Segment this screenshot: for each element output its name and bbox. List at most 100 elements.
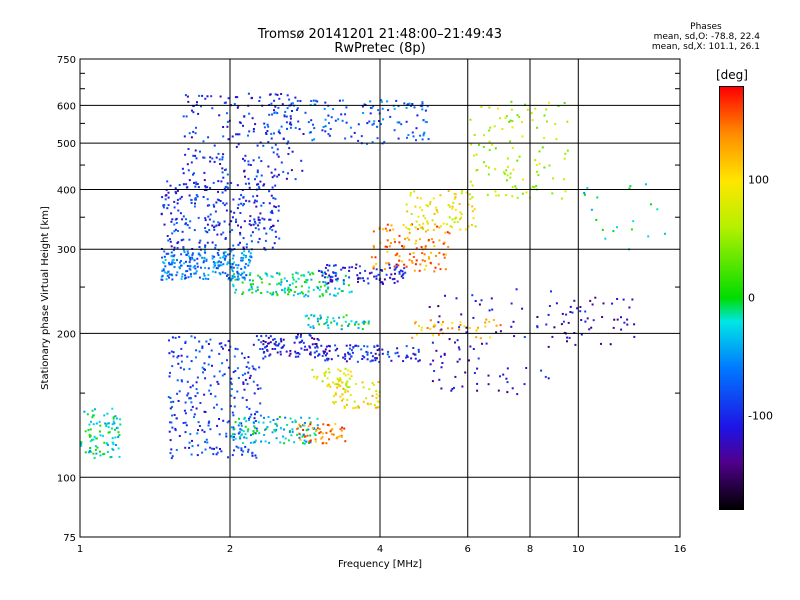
data-point — [271, 431, 274, 434]
data-point — [438, 315, 441, 318]
data-point — [369, 100, 372, 103]
data-point — [375, 277, 378, 280]
data-point — [242, 246, 245, 249]
data-point — [111, 407, 114, 410]
data-point — [304, 111, 307, 114]
data-point — [193, 229, 196, 232]
data-point — [230, 383, 233, 386]
data-point — [202, 261, 205, 264]
data-point — [513, 335, 516, 338]
data-point — [256, 183, 258, 186]
data-point — [505, 115, 508, 118]
data-point — [193, 205, 196, 208]
data-point — [374, 256, 377, 259]
data-point — [112, 443, 115, 446]
data-point — [333, 402, 336, 405]
data-point — [448, 216, 451, 219]
data-point — [276, 93, 279, 96]
data-point — [167, 252, 170, 255]
data-point — [472, 316, 475, 319]
data-point — [297, 355, 300, 358]
data-point — [191, 258, 194, 261]
data-point — [261, 217, 264, 220]
data-point — [312, 327, 315, 329]
data-point — [180, 379, 183, 382]
data-point — [186, 163, 189, 166]
data-point — [190, 199, 193, 201]
data-point — [381, 282, 384, 285]
data-point — [301, 169, 304, 172]
data-point — [458, 203, 461, 205]
data-point — [276, 112, 279, 115]
data-point — [433, 245, 436, 248]
data-point — [236, 96, 239, 99]
data-point — [329, 128, 332, 130]
data-point — [266, 349, 269, 351]
data-point — [259, 348, 262, 350]
data-point — [425, 204, 428, 207]
data-point — [488, 149, 491, 152]
data-point — [371, 382, 374, 384]
data-point — [268, 218, 271, 221]
data-point — [485, 342, 488, 345]
data-point — [440, 355, 442, 358]
data-point — [370, 351, 373, 354]
data-point — [448, 338, 451, 341]
data-point — [331, 279, 334, 282]
data-point — [200, 266, 202, 269]
data-point — [271, 275, 274, 278]
data-point — [233, 433, 236, 436]
data-point — [448, 232, 451, 235]
data-point — [163, 255, 166, 258]
data-point — [215, 446, 218, 449]
data-point — [287, 140, 290, 143]
data-point — [374, 359, 377, 362]
data-point — [375, 275, 378, 278]
data-point — [297, 277, 300, 280]
data-point — [348, 276, 351, 279]
data-point — [262, 202, 265, 204]
data-point — [267, 342, 269, 345]
data-point — [323, 352, 325, 355]
data-point — [213, 447, 215, 450]
data-point — [84, 430, 87, 433]
data-point — [302, 292, 304, 295]
data-point — [481, 342, 483, 345]
data-point — [344, 389, 347, 391]
data-point — [273, 174, 276, 177]
data-point — [600, 342, 602, 345]
data-point — [232, 436, 235, 438]
data-point — [443, 353, 446, 356]
data-point — [521, 192, 524, 195]
data-point — [438, 251, 441, 254]
data-point — [337, 368, 340, 371]
data-point — [309, 351, 312, 354]
data-point — [243, 276, 246, 279]
data-point — [264, 341, 267, 343]
data-point — [98, 420, 101, 423]
data-point — [201, 94, 204, 97]
data-point — [169, 263, 172, 266]
data-point — [289, 126, 292, 129]
data-point — [595, 218, 598, 221]
data-point — [412, 352, 415, 355]
data-point — [342, 397, 345, 400]
data-point — [248, 219, 251, 222]
data-point — [306, 279, 309, 281]
data-point — [402, 360, 405, 363]
data-point — [324, 348, 327, 351]
data-point — [458, 218, 461, 221]
data-point — [351, 351, 354, 354]
data-point — [314, 346, 317, 349]
data-point — [257, 228, 260, 231]
data-point — [386, 239, 389, 242]
data-point — [373, 120, 376, 123]
data-point — [404, 271, 407, 274]
data-point — [219, 273, 222, 276]
data-point — [571, 311, 574, 314]
data-point — [390, 242, 392, 245]
data-point — [353, 406, 356, 409]
data-point — [230, 210, 233, 213]
data-point — [494, 168, 497, 171]
data-point — [405, 120, 408, 123]
